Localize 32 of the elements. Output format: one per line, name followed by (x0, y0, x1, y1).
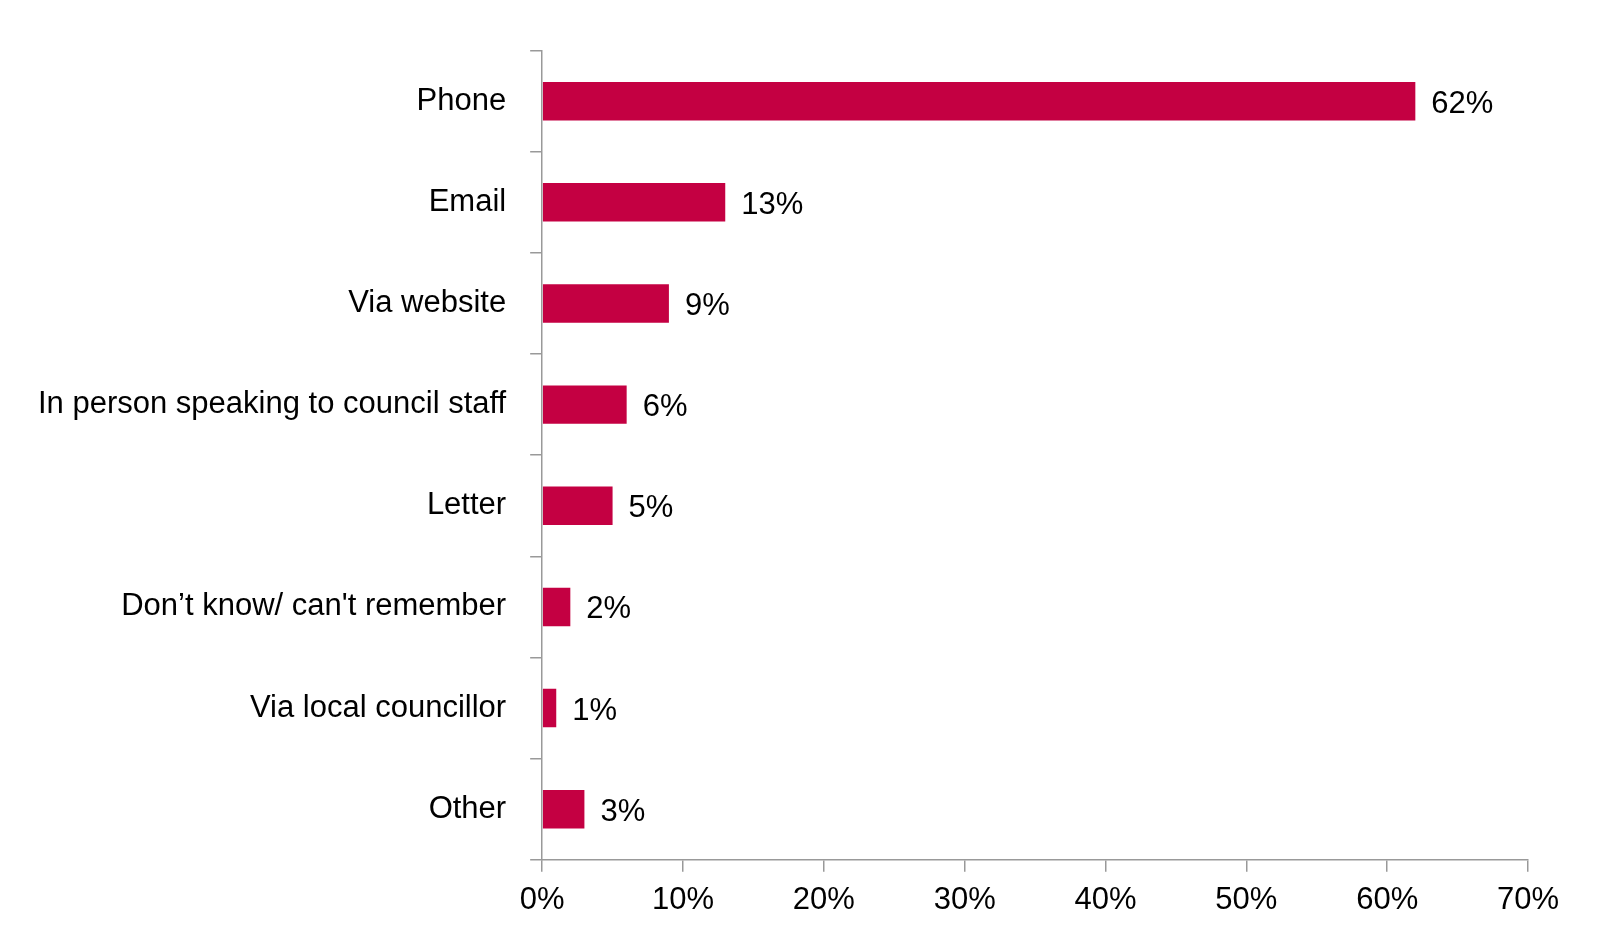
bar (542, 790, 585, 829)
x-tick-label: 10% (651, 880, 715, 916)
y-tick-label: Other (428, 789, 507, 825)
data-label: 9% (684, 287, 730, 323)
data-label: 62% (1431, 84, 1494, 120)
data-label: 13% (741, 185, 804, 221)
x-tick-label: 70% (1496, 880, 1560, 916)
data-label: 3% (600, 792, 646, 828)
bar (542, 385, 627, 424)
bar (542, 284, 669, 323)
y-tick-label: Email (428, 182, 507, 218)
y-tick-label: Phone (416, 81, 507, 117)
data-label: 1% (572, 691, 618, 727)
data-label: 6% (642, 388, 688, 424)
x-tick-label: 30% (933, 880, 996, 916)
bar (542, 81, 1416, 121)
x-tick-label: 60% (1356, 880, 1419, 916)
x-tick-label: 40% (1074, 880, 1137, 916)
x-tick-label: 20% (792, 880, 855, 916)
bar (542, 486, 613, 525)
y-tick-label: Via website (348, 284, 507, 320)
bar (542, 183, 726, 222)
data-label: 5% (628, 489, 674, 525)
y-tick-label: Via local councillor (249, 688, 507, 724)
bar (542, 587, 571, 627)
x-tick-label: 0% (519, 880, 565, 916)
y-tick-label: Letter (426, 486, 507, 522)
data-label: 2% (586, 590, 632, 626)
x-tick-label: 50% (1215, 880, 1278, 916)
y-tick-label: In person speaking to council staff (37, 385, 507, 421)
bar (542, 688, 557, 728)
y-tick-label: Don’t know/ can't remember (121, 587, 507, 623)
